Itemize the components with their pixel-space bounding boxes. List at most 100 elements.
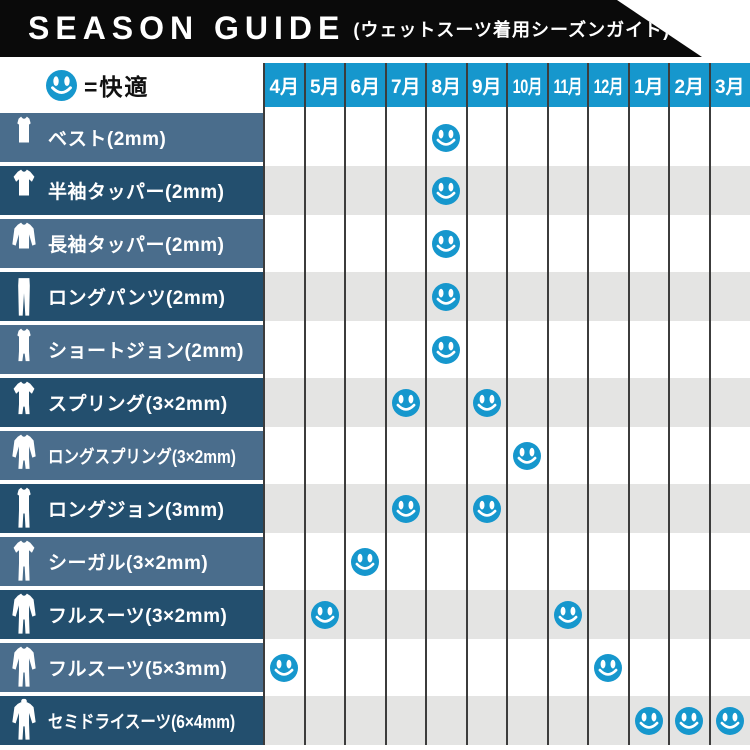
table-row: 半袖タッパー(2mm) [0, 166, 750, 215]
grid-cell [385, 272, 426, 321]
grid-cell [709, 325, 750, 374]
grid-cell [588, 696, 629, 745]
row-label: シーガル(3×2mm) [0, 537, 264, 586]
table-row: フルスーツ(3×2mm) [0, 590, 750, 639]
grid-cell [385, 484, 426, 533]
grid-cell [466, 219, 507, 268]
grid-cell [709, 166, 750, 215]
smiley-icon [432, 336, 460, 364]
row-label: ショートジョン(2mm) [0, 325, 264, 374]
grid-cell [588, 537, 629, 586]
month-header-cell: 10月 [507, 63, 548, 107]
grid-cell [628, 431, 669, 480]
row-label: ロングジョン(3mm) [0, 484, 264, 533]
month-header-cell: 9月 [466, 63, 507, 107]
grid-cell [588, 272, 629, 321]
grid-cell [345, 537, 386, 586]
table-row: ロングスプリング(3×2mm) [0, 431, 750, 480]
grid-cell [547, 431, 588, 480]
short-sleeve-top-icon [9, 168, 39, 213]
row-label-text: ロングスプリング(3×2mm) [48, 446, 236, 467]
grid-cell [304, 272, 345, 321]
smiley-icon [432, 124, 460, 152]
smiley-icon [473, 389, 501, 417]
grid-cell [709, 219, 750, 268]
grid-cell [385, 219, 426, 268]
grid-cell [385, 590, 426, 639]
grid-cell [264, 643, 305, 692]
grid-cell [426, 643, 467, 692]
grid-cell [466, 431, 507, 480]
page-subtitle: (ウェットスーツ着用シーズンガイド) [353, 19, 671, 40]
grid-cell [669, 272, 710, 321]
month-header-cell: 6月 [345, 63, 386, 107]
grid-cell [628, 325, 669, 374]
grid-cell [628, 272, 669, 321]
month-header-cell: 4月 [264, 63, 305, 107]
grid-cell [385, 643, 426, 692]
grid-cell [588, 113, 629, 162]
row-label: スプリング(3×2mm) [0, 378, 264, 427]
grid-cell [264, 166, 305, 215]
grid-cell [466, 696, 507, 745]
grid-cell [588, 484, 629, 533]
smiley-icon [513, 442, 541, 470]
grid-cell [547, 696, 588, 745]
grid-cell [426, 113, 467, 162]
long-pants-icon [9, 274, 39, 319]
smiley-icon [351, 548, 379, 576]
grid-cell [385, 378, 426, 427]
table-header: =快適 4月 5月 6月 7月 8月 9月 10月 11月 12月 1月 2月 … [0, 63, 750, 107]
grid-cell [588, 590, 629, 639]
grid-cell [385, 537, 426, 586]
grid-cell [547, 272, 588, 321]
grid-cell [426, 219, 467, 268]
smiley-icon [635, 707, 663, 735]
grid-cell [345, 643, 386, 692]
table-row: フルスーツ(5×3mm) [0, 643, 750, 692]
grid-cell [426, 431, 467, 480]
grid-cell [669, 537, 710, 586]
row-label-text: ベスト(2mm) [48, 129, 167, 150]
legend-label: =快適 [84, 74, 150, 100]
grid-cell [466, 643, 507, 692]
grid-cell [345, 431, 386, 480]
grid-cell [466, 378, 507, 427]
table-row: スプリング(3×2mm) [0, 378, 750, 427]
grid-cell [264, 590, 305, 639]
grid-cell [507, 431, 548, 480]
grid-cell [264, 325, 305, 374]
grid-cell [304, 537, 345, 586]
seagull-suit-icon [9, 539, 39, 584]
grid-cell [345, 325, 386, 374]
grid-cell [669, 696, 710, 745]
row-label-text: スプリング(3×2mm) [48, 394, 228, 415]
grid-cell [669, 590, 710, 639]
month-header-cell: 5月 [304, 63, 345, 107]
month-header-cell: 7月 [385, 63, 426, 107]
grid-cell [588, 431, 629, 480]
grid-cell [709, 484, 750, 533]
month-header-cell: 8月 [426, 63, 467, 107]
row-label-text: 長袖タッパー(2mm) [48, 235, 225, 256]
grid-cell [304, 166, 345, 215]
grid-cell [588, 166, 629, 215]
vest-icon [9, 115, 39, 160]
smiley-icon [432, 177, 460, 205]
grid-cell [345, 272, 386, 321]
smiley-icon [473, 495, 501, 523]
full-suit-icon [9, 645, 39, 690]
grid-cell [547, 484, 588, 533]
row-label-text: フルスーツ(5×3mm) [48, 659, 228, 680]
grid-cell [264, 431, 305, 480]
row-label-text: ロングパンツ(2mm) [48, 288, 226, 309]
smiley-icon [270, 654, 298, 682]
grid-cell [669, 378, 710, 427]
grid-cell [264, 537, 305, 586]
grid-cell [628, 166, 669, 215]
grid-cell [304, 113, 345, 162]
grid-cell [426, 484, 467, 533]
grid-cell [628, 590, 669, 639]
grid-cell [385, 696, 426, 745]
grid-cell [426, 272, 467, 321]
